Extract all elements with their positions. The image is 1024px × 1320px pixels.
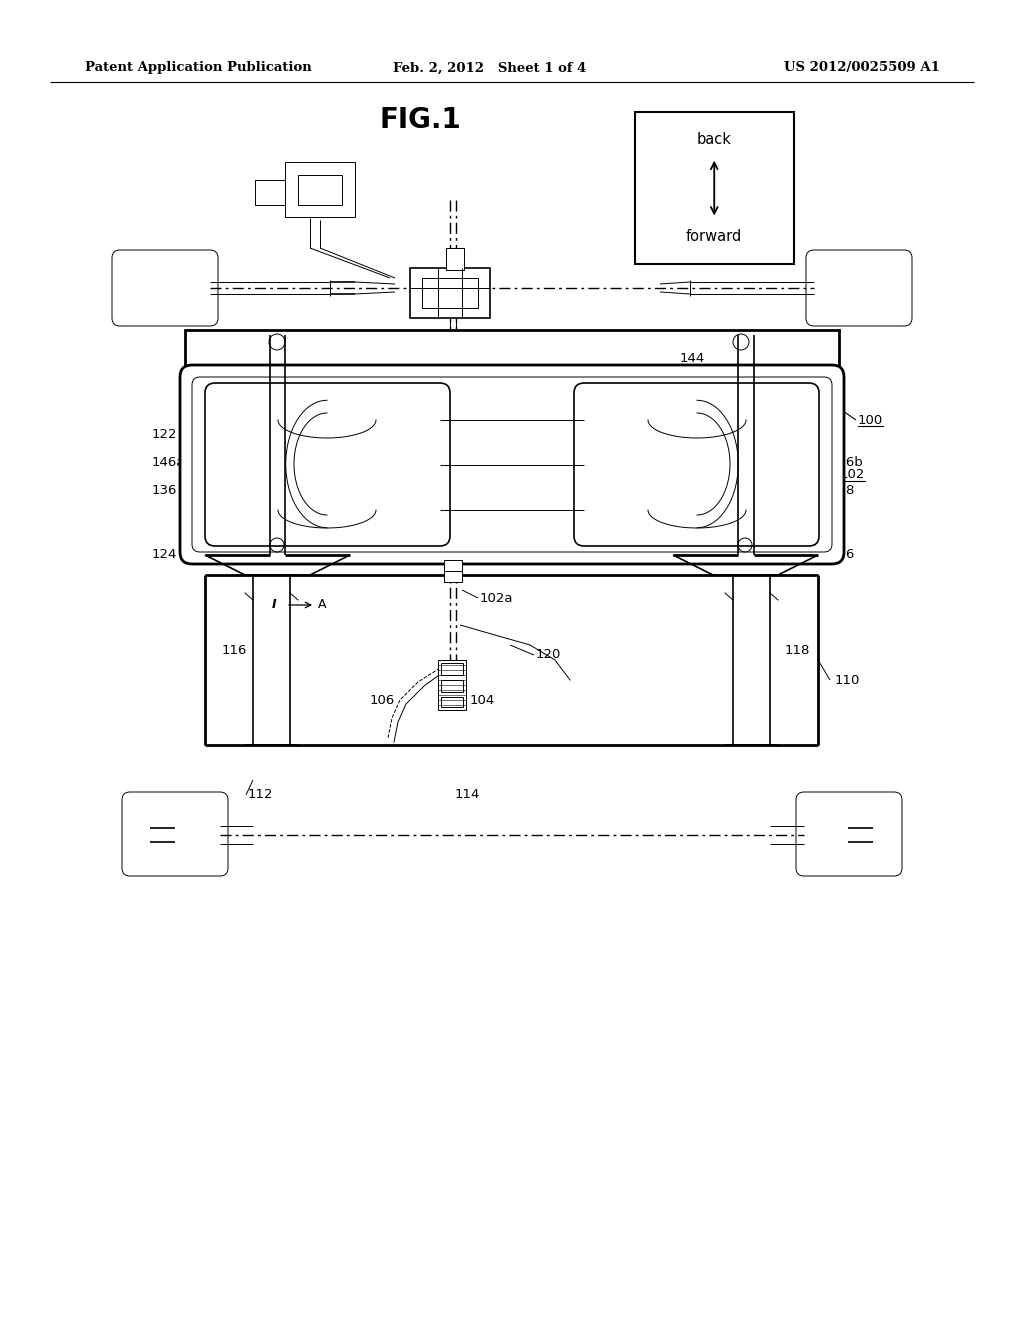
Text: US 2012/0025509 A1: US 2012/0025509 A1 [784, 62, 940, 74]
Text: I: I [272, 598, 276, 611]
Text: 106: 106 [370, 693, 395, 706]
Text: 122: 122 [152, 429, 177, 441]
FancyBboxPatch shape [122, 792, 228, 876]
Text: 116: 116 [222, 644, 248, 656]
Bar [441, 663, 463, 675]
Text: 114: 114 [455, 788, 480, 801]
Text: A: A [343, 363, 351, 376]
Bar [255, 180, 285, 205]
Bar [438, 660, 466, 710]
Bar [444, 560, 462, 582]
Text: back: back [696, 132, 732, 147]
FancyBboxPatch shape [205, 383, 450, 546]
Text: 138: 138 [830, 483, 855, 496]
Text: 126: 126 [830, 549, 855, 561]
FancyBboxPatch shape [806, 249, 912, 326]
Text: 102: 102 [840, 469, 865, 482]
Bar [410, 268, 490, 318]
Text: 104: 104 [470, 693, 496, 706]
Text: 120: 120 [536, 648, 561, 661]
Text: 144: 144 [680, 351, 706, 364]
Bar [185, 330, 839, 385]
Text: FIG.1: FIG.1 [379, 106, 461, 135]
Text: 146a: 146a [152, 455, 185, 469]
FancyBboxPatch shape [796, 792, 902, 876]
Text: 124: 124 [152, 549, 177, 561]
Text: A: A [318, 598, 327, 611]
Bar [441, 680, 463, 692]
Bar [635, 112, 794, 264]
Bar [446, 248, 464, 271]
Bar [285, 162, 355, 216]
FancyBboxPatch shape [180, 366, 844, 564]
Text: 146b: 146b [830, 455, 864, 469]
Text: 112: 112 [248, 788, 273, 801]
Text: 118: 118 [785, 644, 810, 656]
Text: 110: 110 [835, 673, 860, 686]
Text: 100: 100 [858, 413, 884, 426]
Text: forward: forward [686, 230, 742, 244]
Bar [298, 176, 342, 205]
Text: 136: 136 [152, 483, 177, 496]
Bar [422, 279, 478, 308]
FancyBboxPatch shape [112, 249, 218, 326]
Text: Patent Application Publication: Patent Application Publication [85, 62, 311, 74]
Text: 102a: 102a [480, 591, 513, 605]
FancyBboxPatch shape [574, 383, 819, 546]
Text: Feb. 2, 2012   Sheet 1 of 4: Feb. 2, 2012 Sheet 1 of 4 [393, 62, 587, 74]
Text: I: I [295, 363, 300, 376]
Bar [441, 697, 463, 708]
